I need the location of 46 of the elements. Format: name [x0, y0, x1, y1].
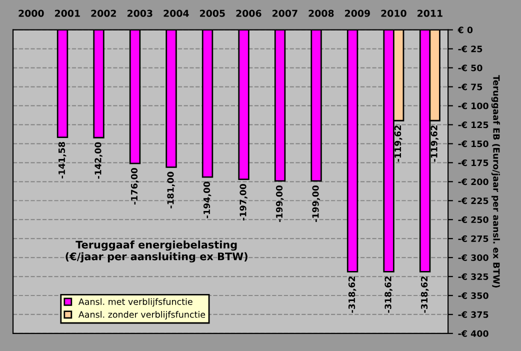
data-label: -199,00	[276, 185, 284, 222]
y-tick-label: -€ 250	[458, 216, 488, 224]
y-tick-label: -€ 150	[458, 140, 488, 148]
y-tick-label: € 0	[458, 26, 473, 34]
x-tick-label: 2006	[236, 10, 262, 17]
data-label: -119,62	[430, 126, 438, 162]
legend-label: Aansl. met verblijfsfunctie	[78, 298, 192, 307]
data-label: -194,00	[203, 182, 212, 218]
data-label: -119,62	[394, 126, 402, 162]
y-tick-label: -€ 25	[458, 46, 482, 52]
x-tick-label: 2005	[200, 10, 225, 17]
y-tick-label: -€ 50	[458, 64, 482, 72]
data-label: -141,58	[58, 142, 66, 178]
legend-label: Aansl. zonder verblijfsfunctie	[78, 311, 206, 320]
y-tick-label: -€ 375	[458, 311, 488, 318]
x-tick-label: 2008	[308, 10, 334, 17]
x-tick-label: 2004	[164, 10, 189, 17]
data-label: -197,00	[240, 184, 248, 220]
y-tick-label: -€ 75	[458, 84, 482, 90]
data-label: -318,62	[420, 276, 429, 313]
x-tick-label: 2001	[55, 10, 80, 17]
x-tick-label: 2000	[18, 10, 44, 17]
y-tick-label: -€ 400	[458, 330, 488, 337]
y-tick-label: -€ 100	[458, 102, 488, 110]
text: Teruggaaf energiebelasting (€/jaar per aansluiting ex BTW)	[66, 240, 248, 262]
data-label: -318,62	[384, 276, 392, 313]
y-axis-title: Teruggaaf EB (Euro/jaar per aansl. ex BTW)	[491, 75, 500, 288]
y-tick-label: -€ 175	[458, 159, 488, 166]
data-label: -181,00	[167, 172, 175, 208]
data-label: -142,00	[94, 142, 102, 179]
y-tick-label: -€ 325	[458, 273, 488, 280]
y-tick-label: -€ 275	[458, 235, 488, 242]
y-tick-label: -€ 225	[458, 197, 488, 204]
x-tick-label: 2007	[272, 10, 298, 17]
x-tick-label: 2003	[128, 10, 152, 17]
data-label: -176,00	[130, 168, 139, 205]
x-tick-label: 2009	[345, 10, 370, 17]
x-tick-label: 2011	[418, 10, 442, 17]
y-tick-label: -€ 350	[458, 292, 488, 299]
data-label: -199,00	[312, 185, 320, 222]
y-tick-label: -€ 125	[458, 122, 488, 128]
x-tick-label: 2010	[381, 10, 406, 17]
x-tick-label: 2002	[91, 10, 116, 17]
y-tick-label: -€ 300	[458, 254, 488, 261]
y-tick-label: -€ 200	[458, 178, 488, 186]
data-label: -318,62	[348, 276, 356, 313]
